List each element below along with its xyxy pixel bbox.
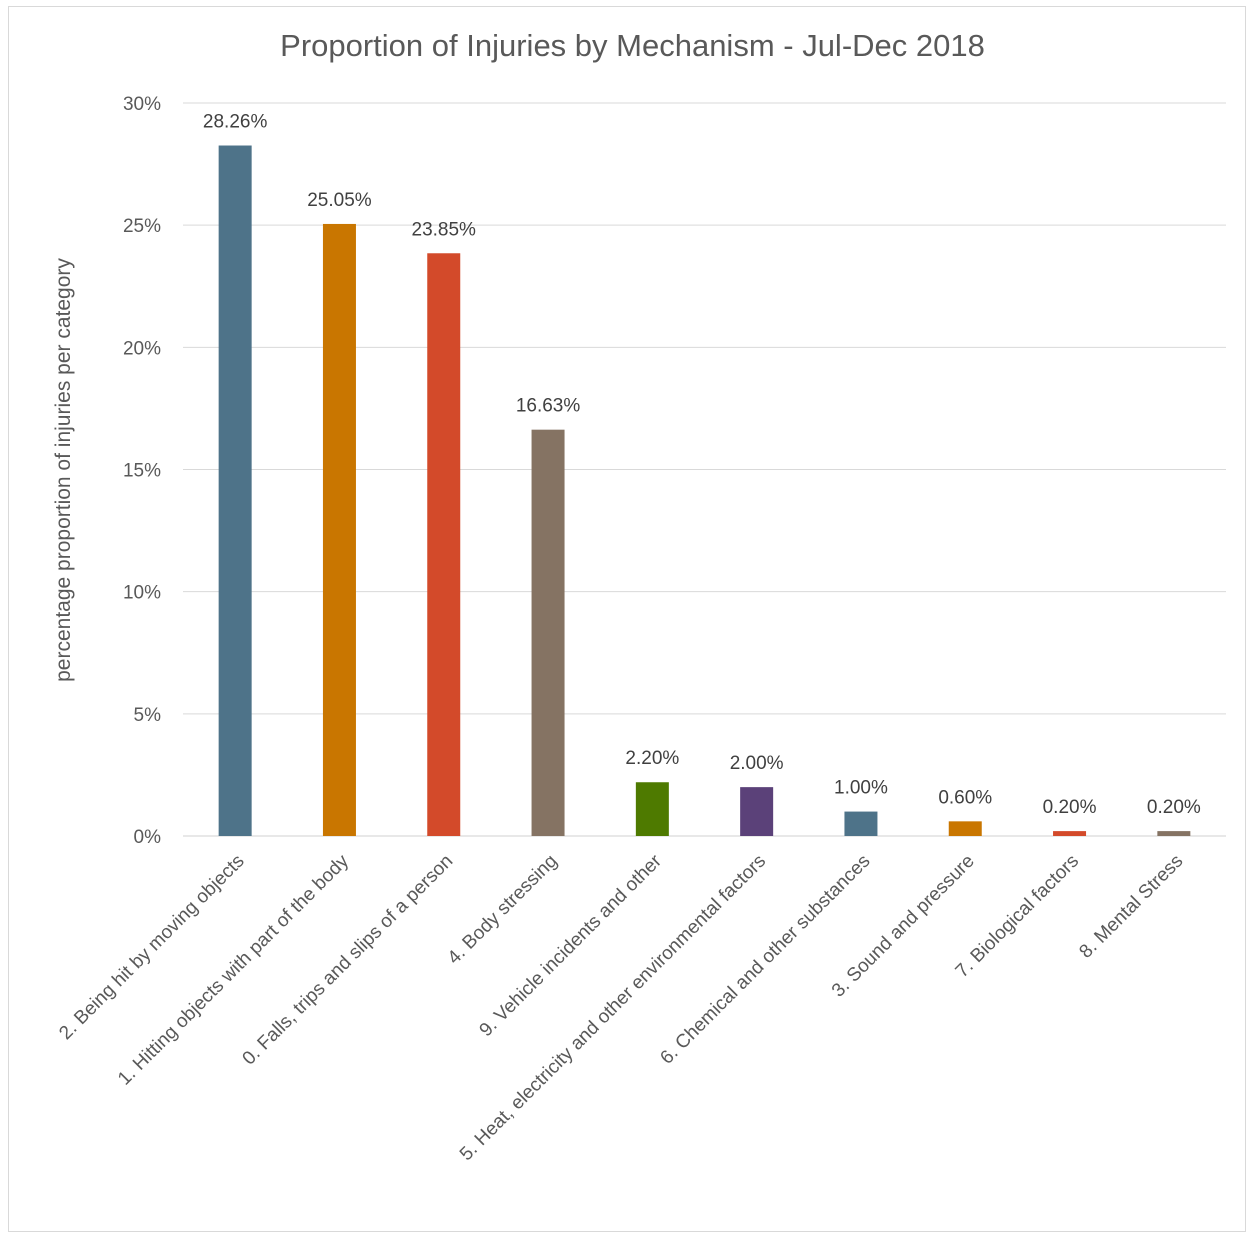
bars xyxy=(218,145,1191,836)
data-label: 0.60% xyxy=(938,787,992,808)
gridlines xyxy=(183,102,1226,837)
y-tick-label: 20% xyxy=(123,338,161,359)
y-tick-label: 10% xyxy=(123,583,161,604)
y-axis-ticks: 0% 5% 10% 15% 20% 25% 30% xyxy=(123,94,161,848)
data-label: 16.63% xyxy=(516,396,581,417)
bar xyxy=(740,787,774,836)
data-label: 2.20% xyxy=(625,748,679,769)
x-category-label: 2. Being hit by moving objects xyxy=(55,851,248,1044)
x-category-label: 0. Falls, trips and slips of a person xyxy=(239,851,458,1070)
bar xyxy=(1053,831,1087,836)
data-label: 25.05% xyxy=(307,190,372,211)
x-category-label: 1. Hitting objects with part of the body xyxy=(114,850,353,1089)
y-tick-label: 15% xyxy=(123,461,161,482)
y-tick-label: 30% xyxy=(123,94,161,115)
x-category-label: 9. Vehicle incidents and other xyxy=(476,850,667,1041)
chart-frame xyxy=(8,6,1246,1232)
y-axis-label: percentage proportion of injuries per ca… xyxy=(52,258,75,682)
bar xyxy=(635,782,669,836)
bar xyxy=(218,145,252,836)
bar xyxy=(531,429,565,836)
bar xyxy=(948,821,982,836)
data-label: 0.20% xyxy=(1147,797,1201,818)
bar xyxy=(844,811,878,836)
data-label: 28.26% xyxy=(203,112,268,133)
bar xyxy=(1157,831,1191,836)
bar xyxy=(427,253,461,836)
data-label: 2.00% xyxy=(730,753,784,774)
y-tick-label: 0% xyxy=(134,827,162,848)
x-category-label: 4. Body stressing xyxy=(444,851,562,969)
x-category-label: 8. Mental Stress xyxy=(1075,851,1187,963)
y-tick-label: 25% xyxy=(123,216,161,237)
data-label: 1.00% xyxy=(834,778,888,799)
data-label: 23.85% xyxy=(412,219,477,240)
data-label: 0.20% xyxy=(1043,797,1097,818)
bar xyxy=(322,223,356,836)
x-category-label: 6. Chemical and other substances xyxy=(656,851,874,1069)
chart-title: Proportion of Injuries by Mechanism - Ju… xyxy=(280,28,985,63)
y-tick-label: 5% xyxy=(134,705,162,726)
data-labels: 28.26% 25.05% 23.85% 16.63% 2.20% 2.00% 1.00% 0… xyxy=(203,112,1201,819)
